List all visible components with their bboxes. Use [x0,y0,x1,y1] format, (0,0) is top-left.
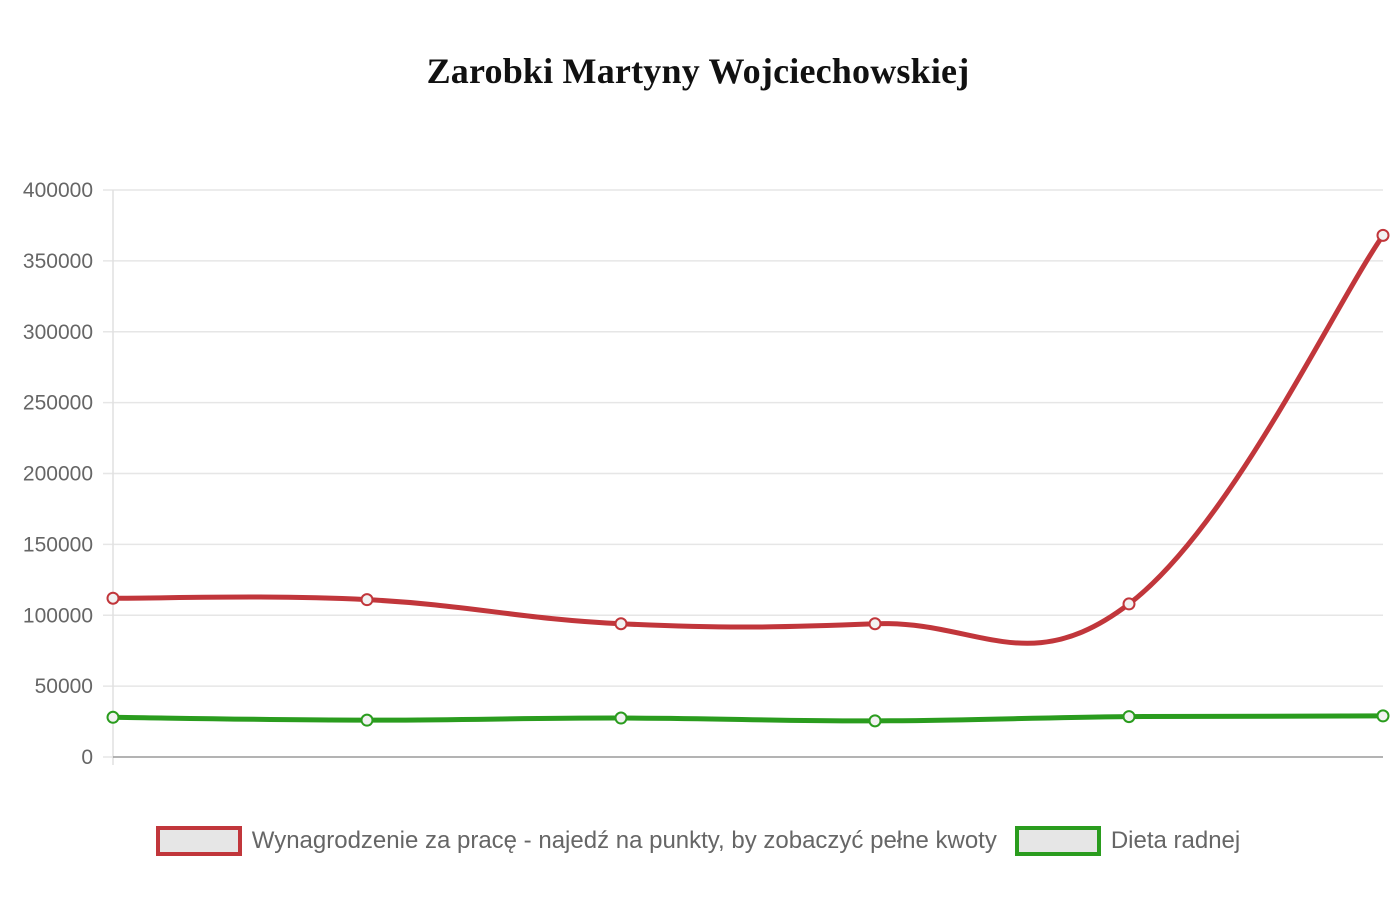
y-tick-label: 50000 [35,675,93,698]
legend: Wynagrodzenie za pracę - najedź na punkt… [0,826,1396,856]
legend-item-dieta[interactable]: Dieta radnej [1014,826,1241,856]
y-tick-label: 350000 [23,250,93,273]
y-tick-label: 300000 [23,321,93,344]
data-points[interactable] [106,228,1390,728]
y-tick-label: 200000 [23,463,93,486]
legend-swatch-wynagrodzenie [155,826,242,856]
legend-label-wynagrodzenie: Wynagrodzenie za pracę - najedź na punkt… [251,827,997,854]
data-point[interactable] [614,617,628,631]
y-tick-labels: 0 50000 100000 150000 200000 250000 300000 3500… [23,179,93,769]
series-line-0 [110,232,1386,646]
data-point[interactable] [1122,710,1136,724]
legend-item-wynagrodzenie[interactable]: Wynagrodzenie za pracę - najedź na punkt… [155,826,997,856]
y-tick-label: 0 [81,746,93,769]
data-point[interactable] [868,714,882,728]
y-tick-label: 150000 [23,533,93,556]
series-line-1 [110,713,1386,724]
data-point[interactable] [360,713,374,727]
legend-label-dieta: Dieta radnej [1110,827,1241,854]
grid-lines [103,189,1383,758]
chart-title: Zarobki Martyny Wojciechowskiej [426,51,970,91]
data-point[interactable] [614,711,628,725]
legend-swatch-dieta [1014,826,1101,856]
y-tick-label: 250000 [23,392,93,415]
data-point[interactable] [360,593,374,607]
series-lines [110,232,1386,724]
y-tick-label: 400000 [23,179,93,202]
data-point[interactable] [1122,597,1136,611]
data-point[interactable] [1376,709,1390,723]
axes [112,190,1383,765]
data-point[interactable] [868,617,882,631]
data-point[interactable] [1376,228,1390,242]
y-tick-label: 100000 [23,604,93,627]
data-point[interactable] [106,591,120,605]
data-point[interactable] [106,710,120,724]
